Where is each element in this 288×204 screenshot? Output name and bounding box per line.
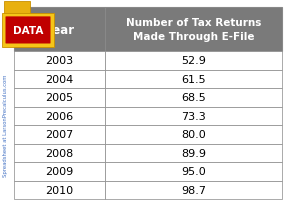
Bar xyxy=(14,89,105,107)
Text: 80.0: 80.0 xyxy=(181,130,206,140)
Bar xyxy=(14,162,105,181)
FancyBboxPatch shape xyxy=(5,17,50,44)
Bar xyxy=(2,14,54,48)
Bar xyxy=(105,89,282,107)
Text: Spreadsheet at LarsonPrecalculus.com: Spreadsheet at LarsonPrecalculus.com xyxy=(3,74,9,176)
Text: 2004: 2004 xyxy=(46,74,74,84)
Bar xyxy=(14,70,105,89)
Text: 2009: 2009 xyxy=(46,166,74,176)
Bar xyxy=(105,162,282,181)
Bar xyxy=(14,8,105,52)
Bar xyxy=(14,144,105,162)
Text: 2006: 2006 xyxy=(46,111,73,121)
Text: 89.9: 89.9 xyxy=(181,148,206,158)
Text: 2008: 2008 xyxy=(46,148,74,158)
Text: 2007: 2007 xyxy=(46,130,74,140)
Bar xyxy=(14,107,105,125)
Bar xyxy=(105,52,282,70)
Bar xyxy=(105,181,282,199)
Text: Number of Tax Returns
Made Through E-File: Number of Tax Returns Made Through E-Fil… xyxy=(126,18,261,41)
Text: 61.5: 61.5 xyxy=(181,74,206,84)
Bar xyxy=(105,107,282,125)
Text: 2010: 2010 xyxy=(46,185,73,195)
Text: 2003: 2003 xyxy=(46,56,73,66)
Bar xyxy=(105,8,282,52)
Bar xyxy=(14,125,105,144)
Text: Year: Year xyxy=(45,23,74,36)
Bar xyxy=(105,70,282,89)
Text: 73.3: 73.3 xyxy=(181,111,206,121)
Text: DATA: DATA xyxy=(13,26,43,36)
Text: 2005: 2005 xyxy=(46,93,73,103)
Bar xyxy=(4,2,30,15)
Bar xyxy=(105,144,282,162)
Text: 98.7: 98.7 xyxy=(181,185,206,195)
Text: 95.0: 95.0 xyxy=(181,166,206,176)
Text: 68.5: 68.5 xyxy=(181,93,206,103)
Bar xyxy=(14,181,105,199)
Bar xyxy=(105,125,282,144)
Text: 52.9: 52.9 xyxy=(181,56,206,66)
Bar xyxy=(14,52,105,70)
